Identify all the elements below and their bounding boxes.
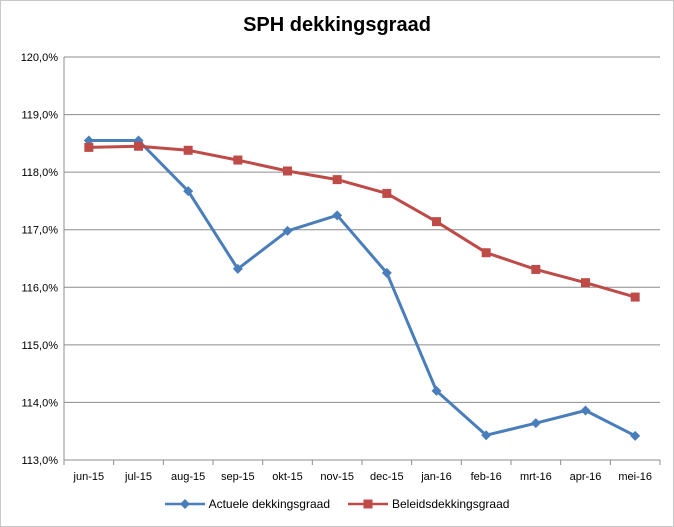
data-point-square: [382, 188, 392, 198]
x-tick-label: mrt-16: [520, 471, 552, 483]
x-tick-label: feb-16: [471, 471, 502, 483]
legend-item-actuele: Actuele dekkingsgraad: [164, 497, 330, 511]
y-tick-label: 116,0%: [22, 282, 59, 294]
data-point-square: [283, 166, 292, 176]
data-point-square: [332, 175, 342, 185]
y-tick-label: 113,0%: [22, 455, 59, 467]
data-point-diamond: [530, 418, 541, 429]
y-tick-label: 119,0%: [22, 110, 59, 122]
legend-item-beleids: Beleidsdekkingsgraad: [348, 497, 509, 511]
chart-title: SPH dekkingsgraad: [243, 14, 431, 36]
legend-swatch-actuele: [164, 499, 205, 509]
data-point-diamond: [381, 267, 392, 278]
data-point-square: [581, 278, 590, 288]
data-point-square: [233, 155, 243, 165]
x-tick-label: jan-16: [420, 471, 452, 483]
x-tick-label: jul-15: [124, 471, 152, 483]
x-tick-label: jun-15: [73, 471, 105, 483]
data-point-diamond: [431, 385, 442, 396]
series-line-1: [88, 144, 636, 299]
data-point-square: [183, 145, 193, 155]
data-point-diamond: [282, 225, 293, 236]
x-tick-label: sep-15: [221, 471, 255, 483]
data-point-square: [84, 142, 94, 152]
data-point-diamond: [232, 263, 243, 274]
legend-label-actuele: Actuele dekkingsgraad: [208, 497, 330, 511]
data-point-square: [531, 264, 541, 274]
data-point-diamond: [183, 186, 194, 197]
data-point-diamond: [630, 430, 641, 441]
y-tick-label: 118,0%: [22, 167, 59, 179]
legend-swatch-beleids: [348, 499, 388, 509]
y-tick-label: 114,0%: [22, 397, 59, 409]
y-tick-label: 120,0%: [21, 52, 59, 64]
data-point-diamond: [580, 405, 591, 416]
x-tick-label: aug-15: [171, 471, 205, 483]
x-tick-label: mei-16: [618, 471, 652, 483]
x-tick-label: dec-15: [370, 471, 404, 483]
data-point-diamond: [481, 430, 492, 441]
x-tick-label: apr-16: [570, 471, 602, 483]
data-point-diamond: [332, 210, 343, 221]
x-tick-label: nov-15: [320, 471, 354, 483]
data-point-square: [630, 292, 640, 302]
x-tick-label: okt-15: [272, 471, 303, 483]
legend-label-beleids: Beleidsdekkingsgraad: [392, 497, 510, 511]
series-line-0: [88, 139, 636, 438]
y-tick-label: 115,0%: [22, 340, 59, 352]
y-tick-label: 117,0%: [22, 225, 59, 237]
data-point-square: [432, 217, 441, 227]
data-point-square: [481, 248, 491, 258]
legend: Actuele dekkingsgraad Beleidsdekkingsgra…: [0, 497, 674, 511]
data-point-square: [134, 141, 143, 151]
